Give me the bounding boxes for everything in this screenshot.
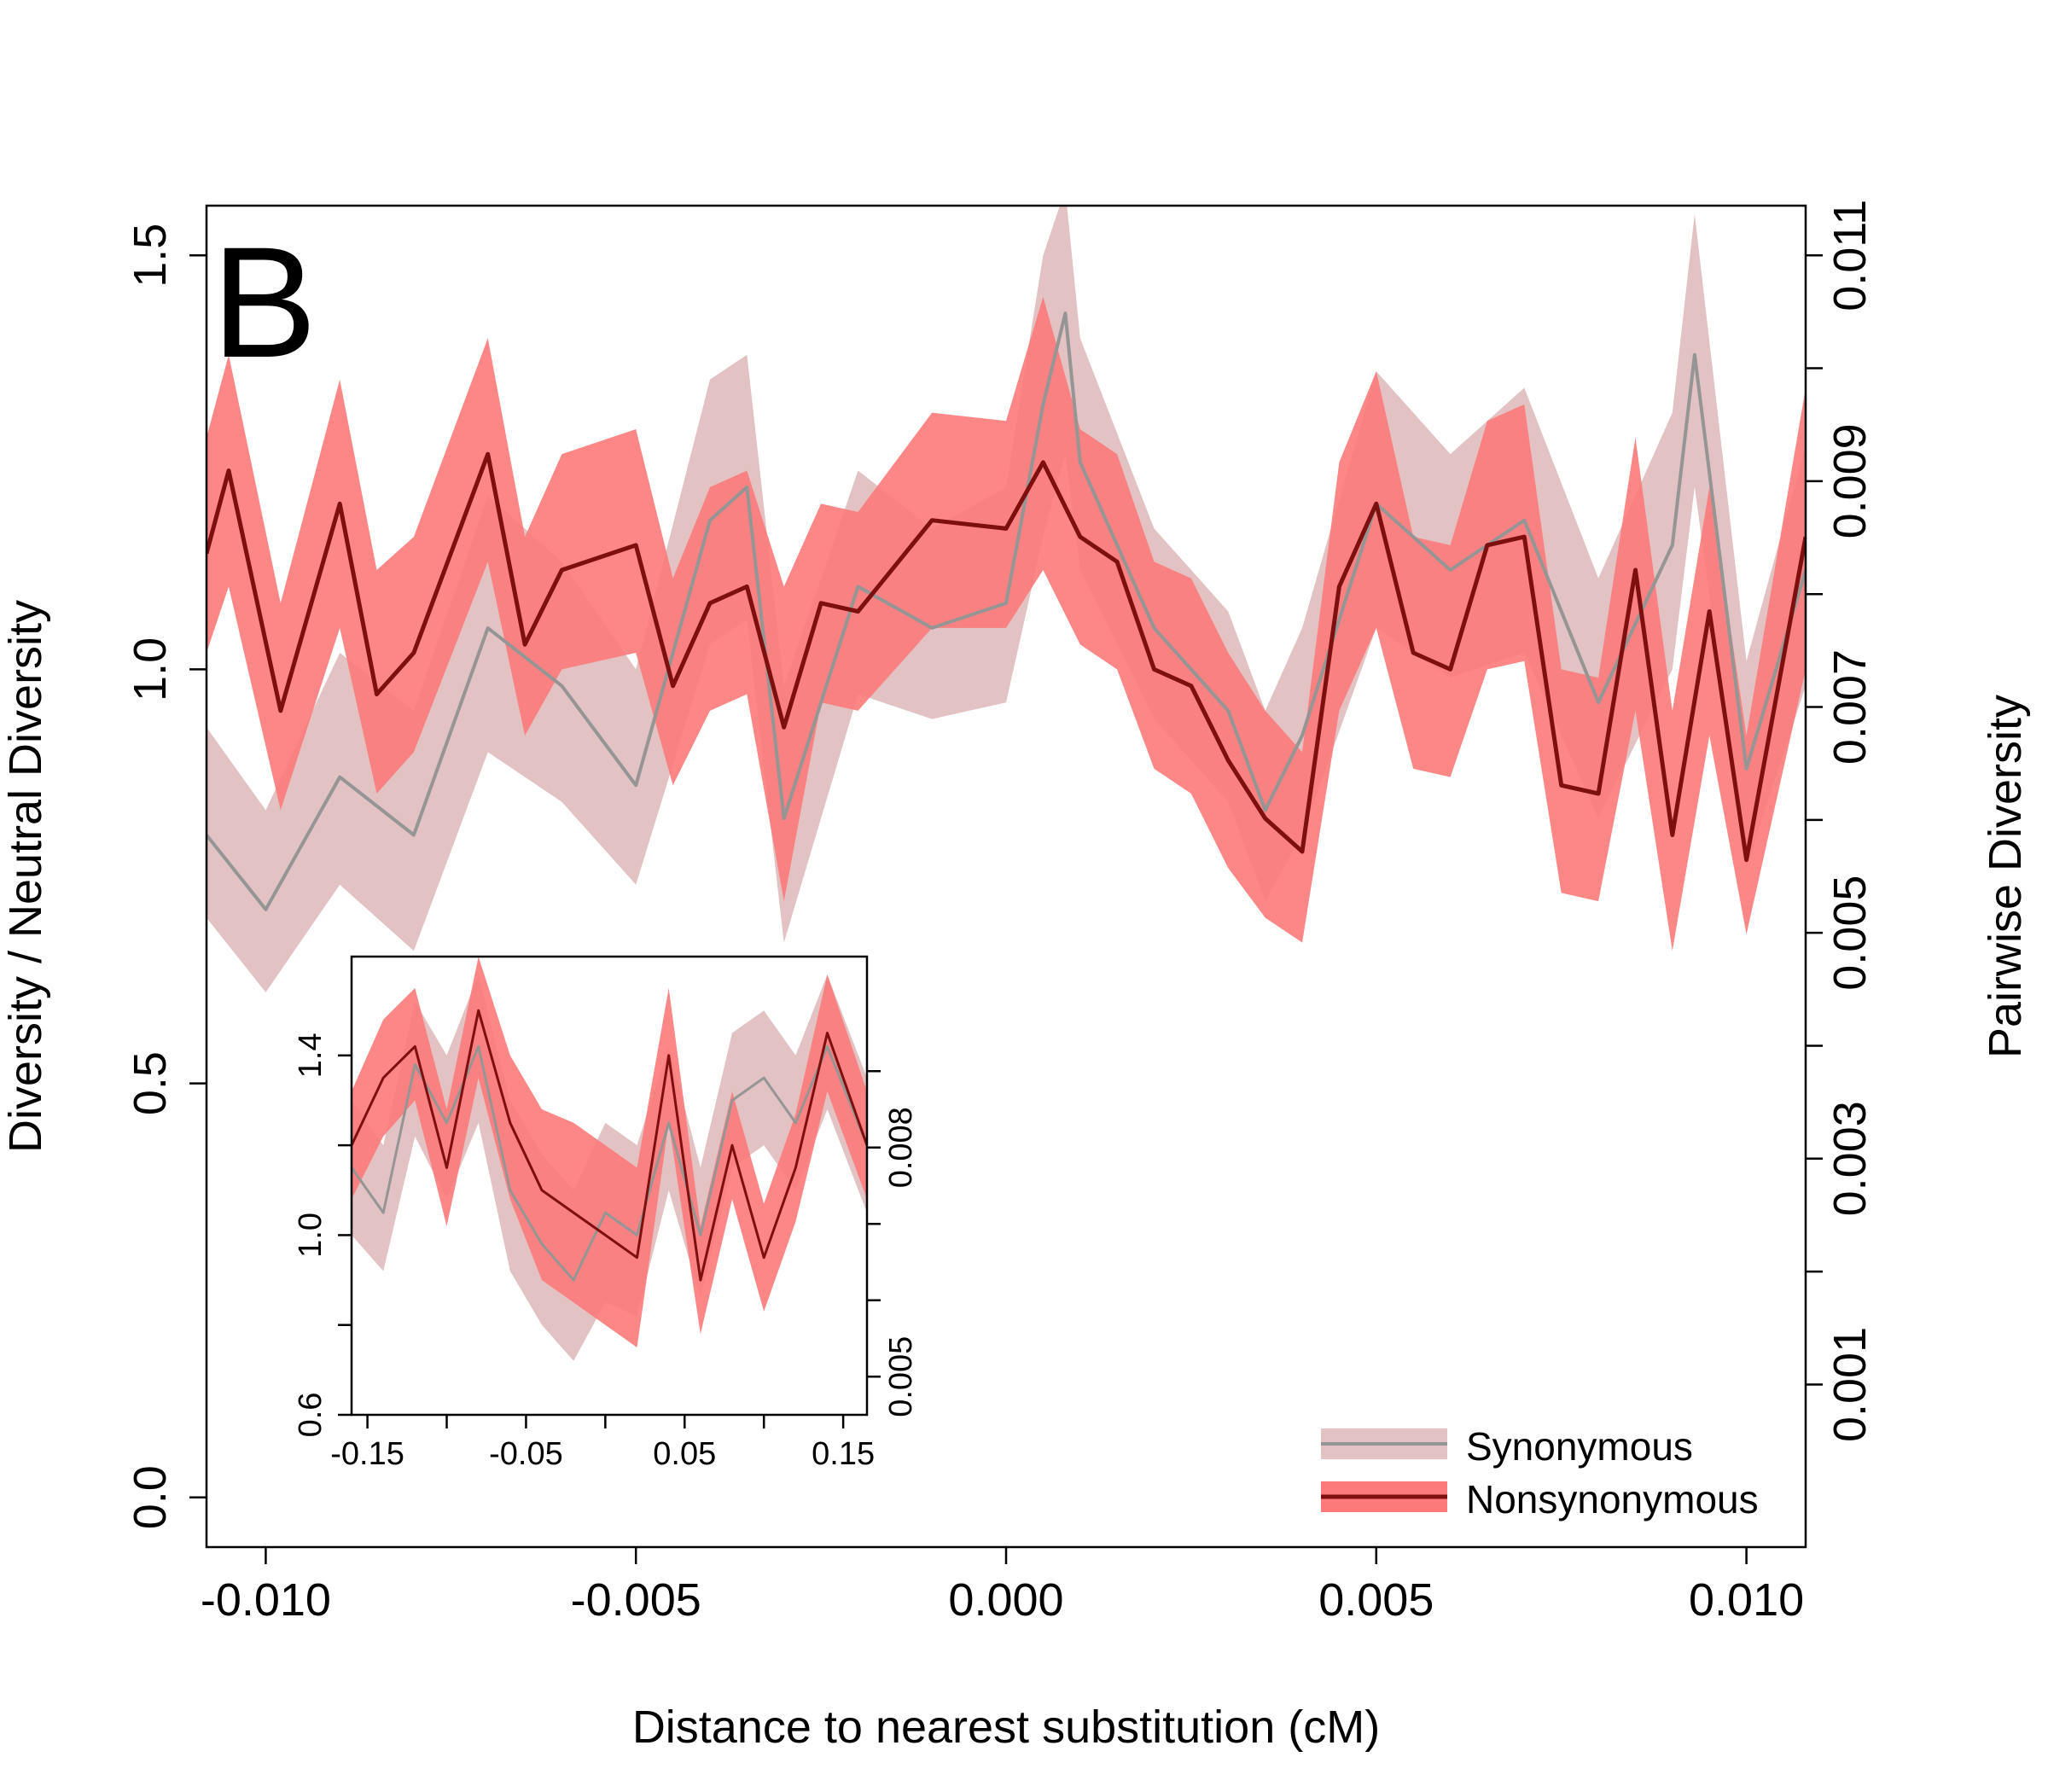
y2-tick-label: 0.008 [883, 1107, 919, 1188]
x-tick-label: 0.000 [948, 1574, 1063, 1626]
y-tick-label: 0.0 [125, 1465, 176, 1529]
line-nonsynonymous [352, 1009, 867, 1282]
y-tick-label: 0.6 [293, 1393, 329, 1438]
main-x-axis: -0.010 -0.005 0.000 0.005 0.010 [201, 1547, 1804, 1626]
y2-tick-label: 0.005 [1824, 876, 1876, 991]
inset-plot-frame [350, 955, 869, 1417]
x-tick-label: -0.010 [201, 1574, 331, 1626]
y-axis-title: Diversity / Neutral Diversity [0, 600, 51, 1153]
y2-tick-label: 0.011 [1824, 200, 1876, 311]
x-tick-label: 0.005 [1318, 1574, 1434, 1626]
y2-tick-label: 0.003 [1824, 1101, 1876, 1216]
y-tick-label: 1.4 [293, 1033, 329, 1078]
line-synonymous [207, 311, 1806, 911]
main-y-axis: 0.0 0.5 1.0 1.5 [125, 224, 207, 1529]
inset-x-axis: -0.15 -0.05 0.05 0.15 [330, 1415, 875, 1472]
y2-tick-label: 0.007 [1824, 649, 1876, 765]
y2-tick-label: 0.001 [1824, 1327, 1876, 1442]
inset-y2-axis: 0.005 0.008 [867, 1070, 919, 1417]
line-nonsynonymous [207, 451, 1806, 863]
x-axis-title: Distance to nearest substitution (cM) [632, 1702, 1380, 1753]
y-tick-label: 1.5 [125, 224, 176, 288]
x-tick-label: 0.010 [1689, 1574, 1804, 1626]
y-tick-label: 1.0 [125, 637, 176, 701]
x-tick-label: -0.15 [330, 1436, 404, 1472]
y-tick-label: 1.0 [293, 1213, 329, 1258]
inset-y-axis: 0.6 1.0 1.4 [293, 1033, 352, 1437]
x-tick-label: 0.05 [653, 1436, 716, 1472]
main-series-lines [207, 311, 1806, 911]
x-tick-label: 0.15 [812, 1436, 875, 1472]
panel-label: B [212, 215, 317, 391]
band-nonsynonymous [207, 296, 1806, 951]
y2-axis-title: Pairwise Diversity [1980, 695, 2031, 1058]
x-tick-label: -0.005 [571, 1574, 701, 1626]
legend-label-nonsynonymous: Nonsynonymous [1466, 1477, 1759, 1521]
main-y2-axis: 0.001 0.003 0.005 0.007 0.009 0.011 [1806, 200, 1876, 1442]
y2-tick-label: 0.009 [1824, 423, 1876, 538]
line-synonymous [352, 1044, 867, 1282]
y2-tick-label: 0.005 [883, 1336, 919, 1417]
inset-series-lines [352, 1009, 867, 1282]
y-tick-label: 0.5 [125, 1051, 176, 1115]
legend-label-synonymous: Synonymous [1466, 1424, 1693, 1469]
legend: Synonymous Nonsynonymous [1321, 1424, 1759, 1521]
x-tick-label: -0.05 [489, 1436, 563, 1472]
